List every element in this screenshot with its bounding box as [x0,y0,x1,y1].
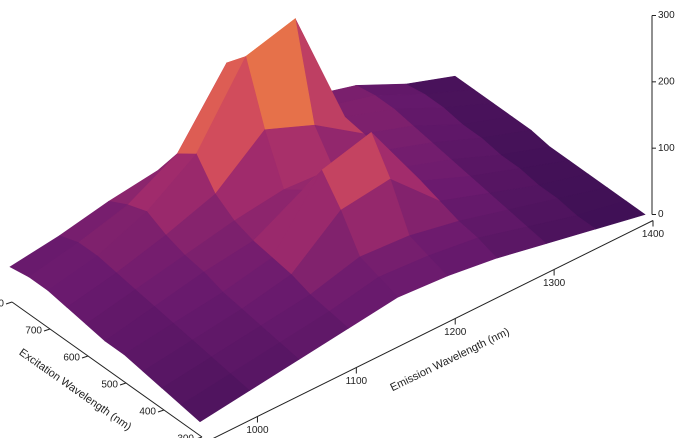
y-tick-label: 500 [101,380,118,391]
y-tick-label: 400 [139,407,156,418]
y-tick-label: 300 [177,434,194,438]
y-tick-label: 800 [0,299,4,310]
x-axis-line [212,220,654,438]
x-tick-label: 1200 [444,327,467,338]
y-tick [197,436,203,438]
x-tick-label: 1400 [642,229,665,240]
y-tick [43,328,51,332]
x-tick-label: 1300 [543,278,566,289]
x-tick-label: 1000 [246,425,269,436]
z-tick-label: 300 [658,10,675,21]
x-tick-label: 1100 [346,376,368,387]
z-tick-label: 200 [658,76,675,87]
z-tick-label: 100 [658,143,675,154]
y-tick-label: 700 [25,326,42,337]
y-axis-line [11,301,203,438]
y-tick [157,409,165,413]
surface-cell [180,373,250,423]
y-tick [119,382,127,386]
y-tick [81,355,89,359]
y-tick [5,301,13,305]
z-tick-label: 0 [658,209,664,220]
y-tick-label: 600 [63,353,80,364]
